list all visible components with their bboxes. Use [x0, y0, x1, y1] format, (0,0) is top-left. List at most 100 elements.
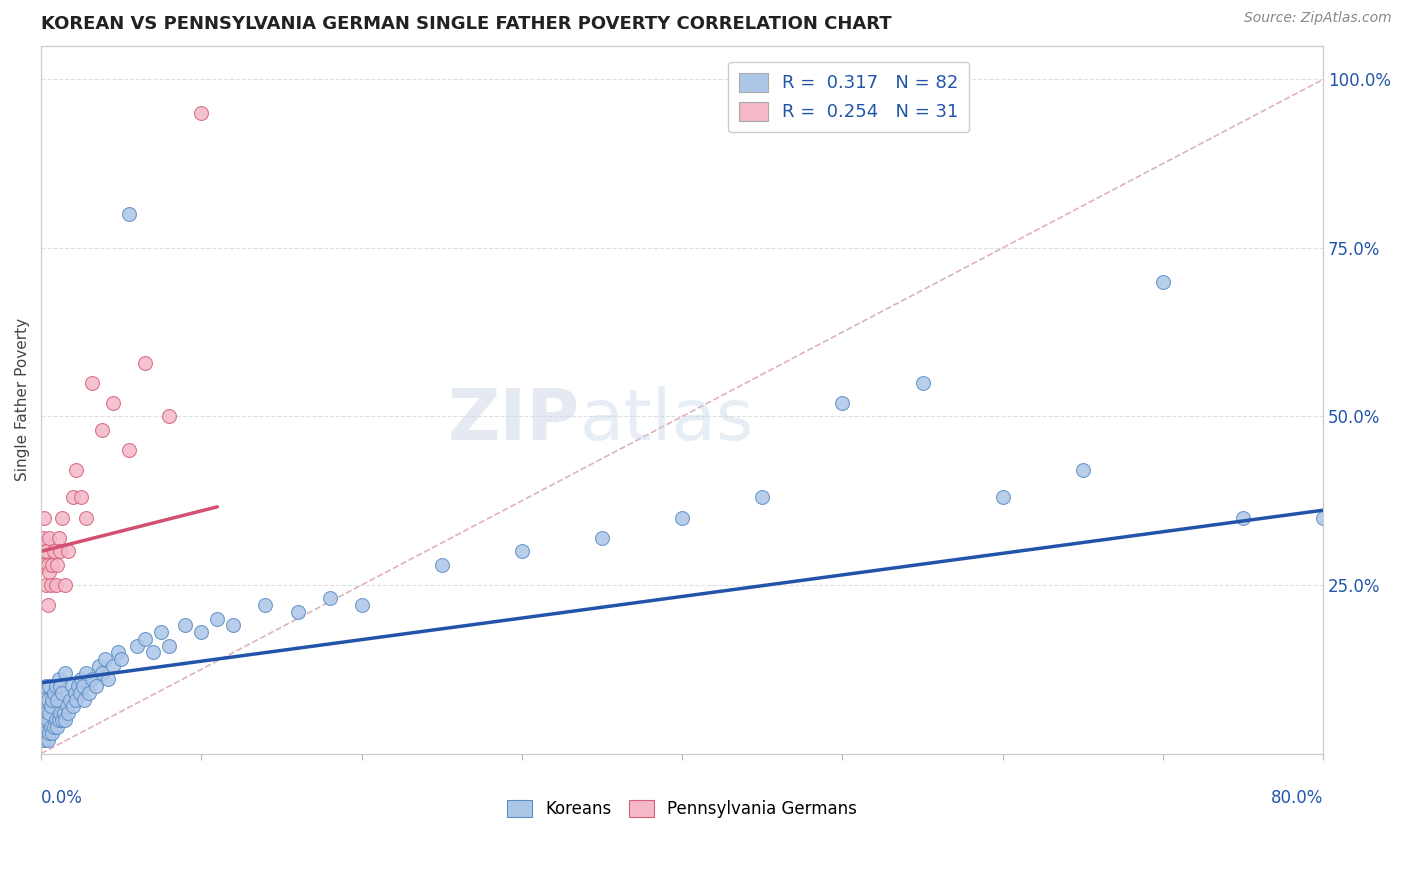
Point	[1071, 463, 1094, 477]
Point	[287, 605, 309, 619]
Point	[72, 679, 94, 693]
Point	[991, 491, 1014, 505]
Point	[55, 699, 77, 714]
Point	[118, 443, 141, 458]
Point	[84, 679, 107, 693]
Point	[34, 510, 56, 524]
Point	[53, 578, 76, 592]
Point	[49, 544, 72, 558]
Point	[59, 692, 82, 706]
Point	[35, 544, 58, 558]
Point	[157, 639, 180, 653]
Point	[97, 673, 120, 687]
Point	[1232, 510, 1254, 524]
Point	[430, 558, 453, 572]
Point	[39, 699, 62, 714]
Text: KOREAN VS PENNSYLVANIA GERMAN SINGLE FATHER POVERTY CORRELATION CHART: KOREAN VS PENNSYLVANIA GERMAN SINGLE FAT…	[41, 15, 891, 33]
Point	[254, 599, 277, 613]
Point	[174, 618, 197, 632]
Point	[51, 713, 73, 727]
Point	[31, 544, 53, 558]
Point	[62, 699, 84, 714]
Point	[46, 558, 69, 572]
Point	[37, 713, 59, 727]
Point	[37, 558, 59, 572]
Text: Source: ZipAtlas.com: Source: ZipAtlas.com	[1244, 12, 1392, 25]
Point	[75, 510, 97, 524]
Point	[52, 706, 75, 720]
Point	[911, 376, 934, 390]
Point	[44, 578, 66, 592]
Text: 80.0%: 80.0%	[1271, 789, 1323, 807]
Point	[34, 713, 56, 727]
Point	[58, 544, 80, 558]
Point	[49, 679, 72, 693]
Point	[35, 679, 58, 693]
Point	[41, 692, 63, 706]
Point	[65, 692, 87, 706]
Point	[110, 652, 132, 666]
Point	[35, 578, 58, 592]
Point	[103, 396, 125, 410]
Point	[48, 713, 70, 727]
Point	[34, 692, 56, 706]
Point	[142, 645, 165, 659]
Point	[62, 491, 84, 505]
Point	[48, 673, 70, 687]
Point	[87, 659, 110, 673]
Point	[51, 510, 73, 524]
Point	[38, 565, 60, 579]
Point	[41, 558, 63, 572]
Point	[66, 679, 89, 693]
Point	[75, 665, 97, 680]
Legend: R =  0.317   N = 82, R =  0.254   N = 31: R = 0.317 N = 82, R = 0.254 N = 31	[728, 62, 970, 132]
Point	[31, 720, 53, 734]
Text: ZIP: ZIP	[447, 386, 579, 455]
Point	[591, 531, 613, 545]
Point	[73, 692, 96, 706]
Point	[60, 679, 83, 693]
Point	[35, 706, 58, 720]
Point	[51, 686, 73, 700]
Point	[107, 645, 129, 659]
Point	[190, 625, 212, 640]
Point	[82, 376, 104, 390]
Point	[134, 355, 156, 369]
Point	[44, 679, 66, 693]
Y-axis label: Single Father Poverty: Single Father Poverty	[15, 318, 30, 481]
Point	[70, 673, 93, 687]
Point	[190, 106, 212, 120]
Point	[31, 733, 53, 747]
Point	[34, 558, 56, 572]
Point	[53, 665, 76, 680]
Point	[118, 207, 141, 221]
Point	[1152, 275, 1174, 289]
Point	[42, 720, 65, 734]
Point	[39, 720, 62, 734]
Point	[222, 618, 245, 632]
Point	[150, 625, 173, 640]
Point	[34, 733, 56, 747]
Text: 0.0%: 0.0%	[41, 789, 83, 807]
Point	[48, 531, 70, 545]
Point	[91, 665, 114, 680]
Point	[53, 713, 76, 727]
Point	[127, 639, 149, 653]
Point	[63, 686, 86, 700]
Point	[1312, 510, 1334, 524]
Point	[44, 713, 66, 727]
Point	[94, 652, 117, 666]
Point	[831, 396, 853, 410]
Text: atlas: atlas	[579, 386, 754, 455]
Point	[82, 673, 104, 687]
Point	[39, 578, 62, 592]
Point	[510, 544, 533, 558]
Point	[35, 726, 58, 740]
Point	[31, 531, 53, 545]
Point	[41, 726, 63, 740]
Point	[38, 531, 60, 545]
Point	[46, 692, 69, 706]
Point	[65, 463, 87, 477]
Point	[37, 599, 59, 613]
Point	[103, 659, 125, 673]
